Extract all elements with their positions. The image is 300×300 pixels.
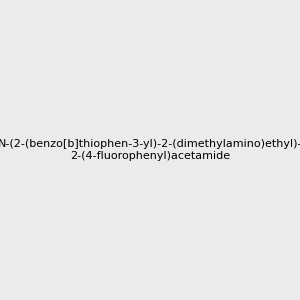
- Text: N-(2-(benzo[b]thiophen-3-yl)-2-(dimethylamino)ethyl)-
2-(4-fluorophenyl)acetamid: N-(2-(benzo[b]thiophen-3-yl)-2-(dimethyl…: [0, 139, 300, 161]
